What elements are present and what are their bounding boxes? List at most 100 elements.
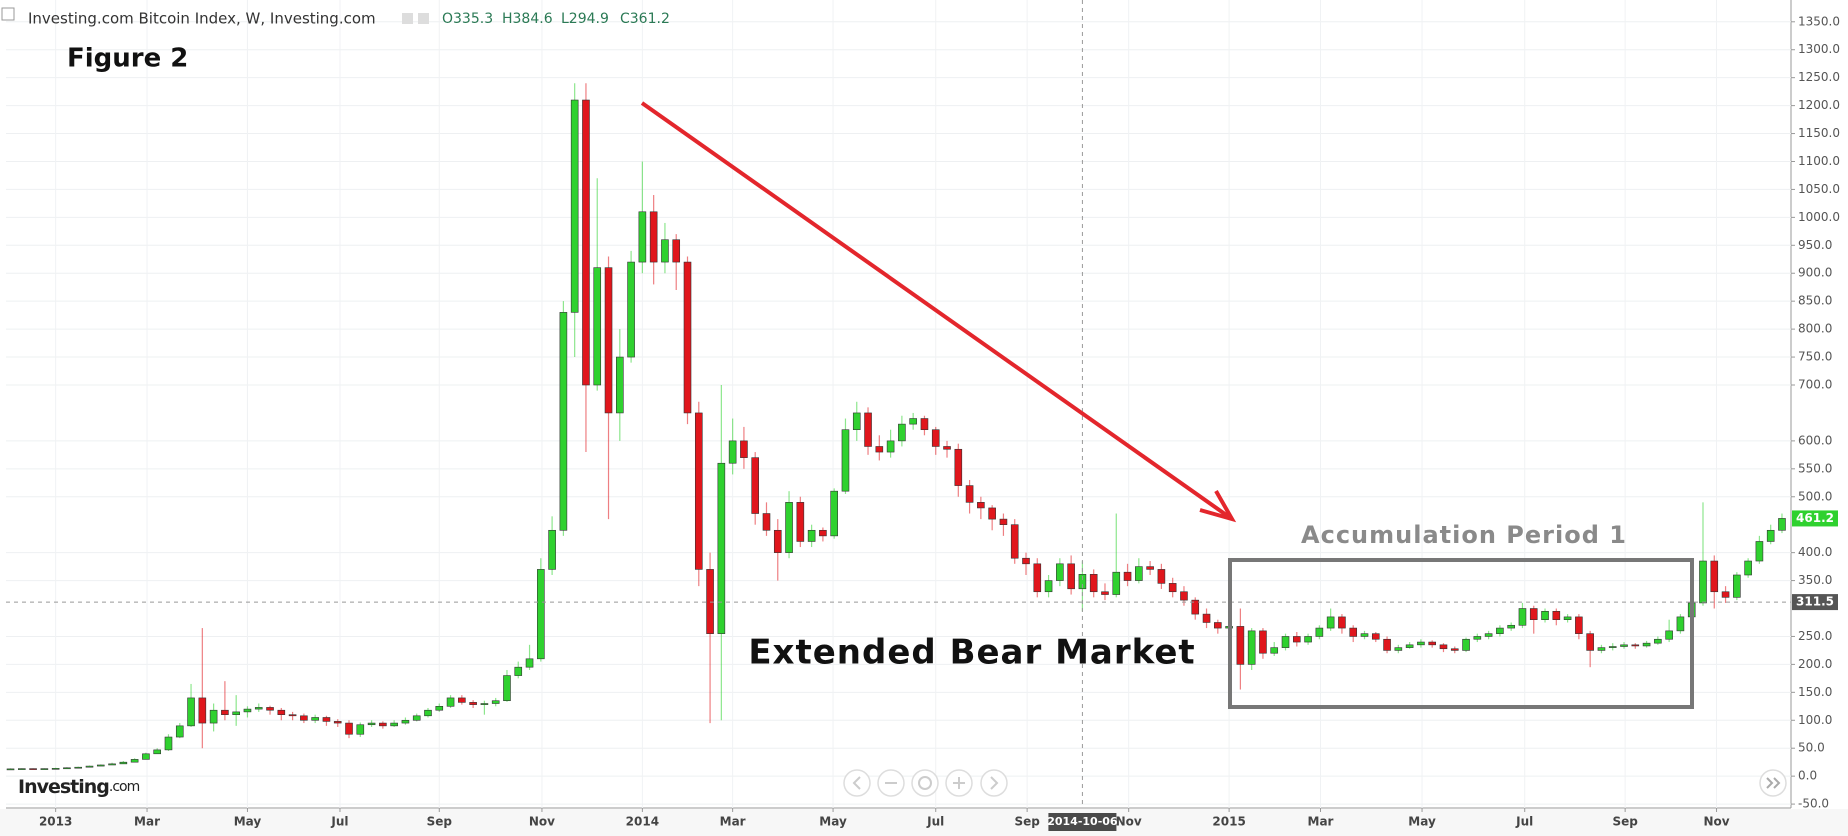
candle-body	[435, 706, 444, 711]
candle-body	[379, 722, 387, 727]
x-tick-label: Sep	[427, 815, 453, 829]
candle-body	[480, 703, 489, 705]
candle-body	[187, 697, 195, 727]
candle-body	[717, 462, 726, 634]
last-price-label: 461.2	[1796, 511, 1834, 525]
candle-body	[920, 418, 929, 431]
nav-left[interactable]	[843, 769, 871, 797]
candle-body	[1699, 560, 1707, 604]
x-tick-label: Sep	[1014, 815, 1040, 829]
candle-body	[6, 768, 15, 771]
brand-main: Investing	[18, 776, 109, 798]
candle-body	[762, 513, 771, 531]
nav-right[interactable]	[980, 769, 1008, 797]
y-tick-label: 850.0	[1798, 294, 1832, 308]
y-tick-label: 1100.0	[1798, 154, 1840, 168]
candle-body	[1383, 638, 1391, 651]
crosshair-price-label: 311.5	[1796, 595, 1834, 609]
candle-body	[367, 722, 376, 726]
candle-body	[1676, 616, 1685, 632]
y-tick-label: 250.0	[1798, 629, 1832, 643]
candle-body	[977, 502, 985, 509]
candle-body	[108, 763, 116, 766]
ohlc-low: L294.9	[561, 11, 609, 27]
candle-body	[1056, 563, 1064, 581]
candle-body	[1552, 611, 1561, 620]
x-tick-label: Nov	[1116, 815, 1142, 829]
candle-body	[819, 529, 827, 537]
x-axis-band	[0, 809, 1848, 836]
candle-body	[85, 765, 94, 768]
candle-body	[1608, 646, 1617, 648]
candle-body	[694, 412, 703, 570]
candle-body	[1529, 608, 1538, 620]
candle-body	[1462, 638, 1470, 651]
candle-body	[119, 761, 128, 765]
y-tick-label: 900.0	[1798, 266, 1832, 280]
candle-body	[1135, 566, 1143, 581]
candle-body	[1575, 616, 1583, 634]
candle-body	[232, 711, 240, 715]
candle-body	[1484, 633, 1493, 637]
x-tick-label: 2015	[1212, 815, 1245, 829]
y-tick-label: 600.0	[1798, 433, 1832, 447]
candle-body	[491, 700, 500, 704]
menu-icon[interactable]	[1, 7, 15, 21]
candle-body	[458, 697, 466, 703]
candle-body	[830, 490, 838, 537]
candle-body	[1778, 518, 1786, 531]
candle-body	[898, 423, 906, 442]
candle-body	[1270, 647, 1279, 654]
candle-body	[1450, 648, 1459, 651]
candle-body	[288, 714, 297, 717]
y-tick-label: 700.0	[1798, 378, 1832, 392]
candle-body	[1326, 616, 1335, 629]
candle-body	[1304, 636, 1312, 643]
crosshair-date-tag	[1048, 813, 1117, 831]
x-tick-label: Jul	[330, 815, 348, 829]
candle-body	[322, 717, 331, 722]
y-tick-label: 100.0	[1798, 713, 1832, 727]
settings-icon[interactable]	[402, 13, 413, 24]
candle-body	[672, 239, 681, 263]
candle-body	[841, 429, 850, 492]
candle-body	[1214, 622, 1222, 629]
candle-body	[254, 707, 263, 710]
candle-body	[446, 697, 455, 707]
candle-body	[616, 356, 624, 414]
candle-body	[751, 457, 760, 514]
candle-body	[796, 502, 805, 542]
candle-body	[412, 715, 421, 721]
candle-body	[1642, 642, 1651, 647]
y-tick-label: 1350.0	[1798, 14, 1840, 28]
candle-body	[300, 715, 308, 721]
candle-body	[503, 675, 511, 702]
candle-body	[1428, 641, 1436, 646]
candle-body	[29, 768, 37, 770]
candle-body	[209, 709, 218, 724]
crosshair-price-tag	[1792, 594, 1838, 611]
x-tick-label: Nov	[1703, 815, 1729, 829]
reset[interactable]	[911, 769, 939, 797]
candle-body	[638, 211, 647, 263]
y-tick-label: 550.0	[1798, 461, 1832, 475]
y-tick-label: 750.0	[1798, 350, 1832, 364]
candle-body	[965, 485, 974, 503]
candle-body	[785, 502, 793, 553]
candle-body	[1157, 569, 1166, 584]
candle-body	[1360, 633, 1369, 637]
x-tick-label: 2014	[626, 815, 659, 829]
close-icon[interactable]	[418, 13, 429, 24]
candle-body	[559, 312, 568, 531]
ohlc-high: H384.6	[502, 11, 553, 27]
x-tick-label: Sep	[1612, 815, 1638, 829]
nav-right-icon	[990, 776, 999, 790]
candle-body	[1620, 644, 1628, 647]
candle-body	[469, 702, 477, 705]
x-tick-label: May	[1408, 815, 1436, 829]
y-tick-label: 400.0	[1798, 545, 1832, 559]
candle-body	[988, 507, 996, 520]
candle-body	[1665, 630, 1673, 640]
candle-body	[740, 440, 748, 458]
arrow-head	[1199, 490, 1237, 523]
